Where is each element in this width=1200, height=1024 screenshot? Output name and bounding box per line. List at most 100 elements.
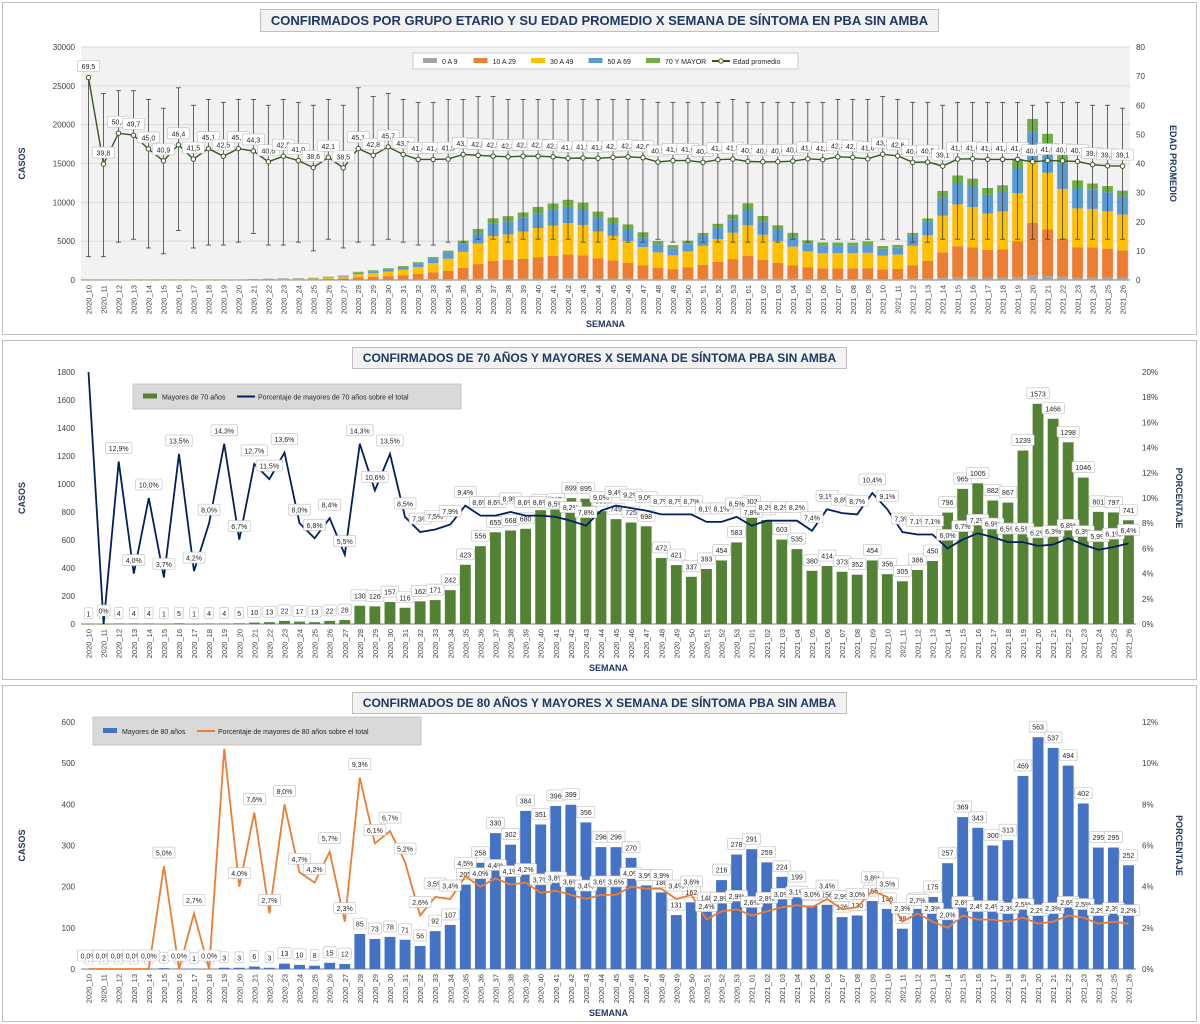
line-label-box (227, 867, 251, 879)
bar-label-text: 537 (1047, 735, 1059, 742)
bar-label-box (337, 947, 352, 960)
bar-label-box (471, 846, 490, 859)
bar-label-text: 414 (821, 554, 833, 561)
bar-data-label: 300 (983, 829, 1003, 841)
x-tick-label: 2020_48 (657, 629, 666, 658)
x-tick-label: 2020_41 (549, 285, 558, 314)
x-tick-label: 2021_23 (1074, 285, 1083, 314)
line-label-text: 6,7% (955, 524, 971, 531)
bar (761, 862, 773, 969)
y-tick-label: 25000 (53, 82, 76, 91)
bar-segment (442, 270, 454, 280)
line-data-label: 39,1 (1111, 148, 1134, 161)
bar-label-text: 3 (222, 955, 226, 962)
line-label-text: 42,3 (546, 143, 560, 150)
y-tick-label: 200 (62, 592, 76, 601)
bar-data-label: 330 (486, 816, 505, 829)
line-point (700, 159, 706, 166)
x-tick-label: 2020_41 (552, 629, 561, 658)
x-tick-label: 2020_39 (522, 629, 531, 658)
bar-label-box (742, 832, 761, 845)
x-tick-label: 2021_03 (774, 285, 783, 314)
y2-tick-label: 0 (1136, 276, 1141, 285)
x-tick-label: 2020_30 (384, 285, 393, 314)
bar-data-label: 1298 (1056, 425, 1080, 438)
bar-label-box (757, 846, 776, 858)
bar (896, 928, 908, 969)
bar-segment (832, 268, 844, 280)
line-label-text: 3,6% (683, 879, 699, 886)
bar-label-box (893, 565, 912, 577)
line-point (969, 156, 976, 162)
bar-segment (877, 246, 889, 249)
bar (927, 561, 938, 624)
x-tick-label: 2020_11 (100, 974, 109, 1003)
line-label-box (301, 150, 325, 162)
x-tick-label: 2020_37 (491, 629, 500, 658)
line-label-text: 2,0% (940, 912, 956, 919)
x-tick-label: 2020_46 (627, 974, 636, 1003)
line-data-label: 7,1% (921, 515, 944, 527)
bar-data-label: 450 (923, 544, 942, 557)
bar-segment (712, 239, 724, 262)
x-tick-label: 2020_21 (250, 974, 259, 1003)
bar-segment (352, 271, 364, 273)
line-point (670, 157, 676, 164)
line-label-text: 41,4 (426, 146, 440, 153)
x-tick-label: 2020_13 (130, 629, 139, 658)
bar-label-text: 13 (281, 951, 289, 958)
bar-label-box (114, 607, 124, 619)
line-label-text: 0,0% (141, 954, 157, 961)
line-label-box (514, 863, 537, 875)
line-point (895, 153, 901, 159)
bar-segment (322, 276, 334, 278)
line-label-text: 38,5 (336, 154, 350, 161)
bar-label-box (1119, 503, 1138, 516)
bar-label-box (1071, 461, 1095, 473)
bar-segment (862, 244, 874, 253)
bar (565, 498, 577, 624)
bar-data-label: 1 (189, 607, 199, 620)
bar-segment (307, 279, 319, 280)
bar-data-label: 10 (247, 606, 262, 618)
bar-data-label: 4 (129, 607, 139, 619)
line-label-text: 6,5% (1000, 527, 1016, 534)
line-data-label: 69,5 (77, 60, 100, 72)
bar-data-label: 384 (516, 794, 535, 807)
bar-label-text: 313 (1002, 828, 1014, 835)
line-label-text: 6,8% (307, 523, 323, 530)
x-tick-label: 2020_31 (401, 974, 410, 1003)
bar-data-label: 801 (1089, 495, 1108, 508)
bar-label-text: 1239 (1015, 438, 1031, 445)
x-tick-label: 2020_45 (612, 974, 621, 1003)
line-data-label: 5,0% (152, 846, 176, 859)
line-series (88, 748, 1129, 970)
x-tick-label: 2020_16 (175, 974, 184, 1003)
bar-label-text: 295 (1108, 835, 1120, 842)
x-tick-label: 2021_18 (999, 285, 1008, 314)
bar-label-text: 13 (311, 610, 319, 617)
line-label-text: 7,3% (412, 517, 428, 524)
line-label-text: 10,6% (365, 475, 385, 482)
line-label-text: 8,4% (322, 503, 338, 510)
bar-label-box (938, 846, 957, 859)
bar-segment (757, 278, 769, 280)
bar-label-box (531, 808, 550, 820)
bar-data-label: 199 (787, 870, 807, 883)
bar-segment (922, 278, 934, 280)
x-tick-label: 2021_16 (974, 974, 983, 1003)
x-tick-label: 2021_02 (763, 974, 772, 1003)
x-tick-label: 2021_15 (959, 629, 968, 658)
legend-entry: Porcentaje de mayores de 80 años sobre e… (218, 729, 369, 736)
line-point (145, 146, 152, 152)
bar-label-text: 291 (746, 837, 758, 844)
bar-segment (667, 255, 679, 270)
line-data-label: 3,7% (152, 558, 176, 570)
line-label-box (122, 554, 146, 566)
line-label-text: 39,1 (1116, 153, 1130, 160)
bar (113, 623, 125, 624)
line-label-box (361, 471, 389, 483)
bar-label-box (189, 607, 199, 620)
bar-data-label: 1 (83, 607, 94, 620)
bar-label-text: 242 (444, 578, 456, 585)
